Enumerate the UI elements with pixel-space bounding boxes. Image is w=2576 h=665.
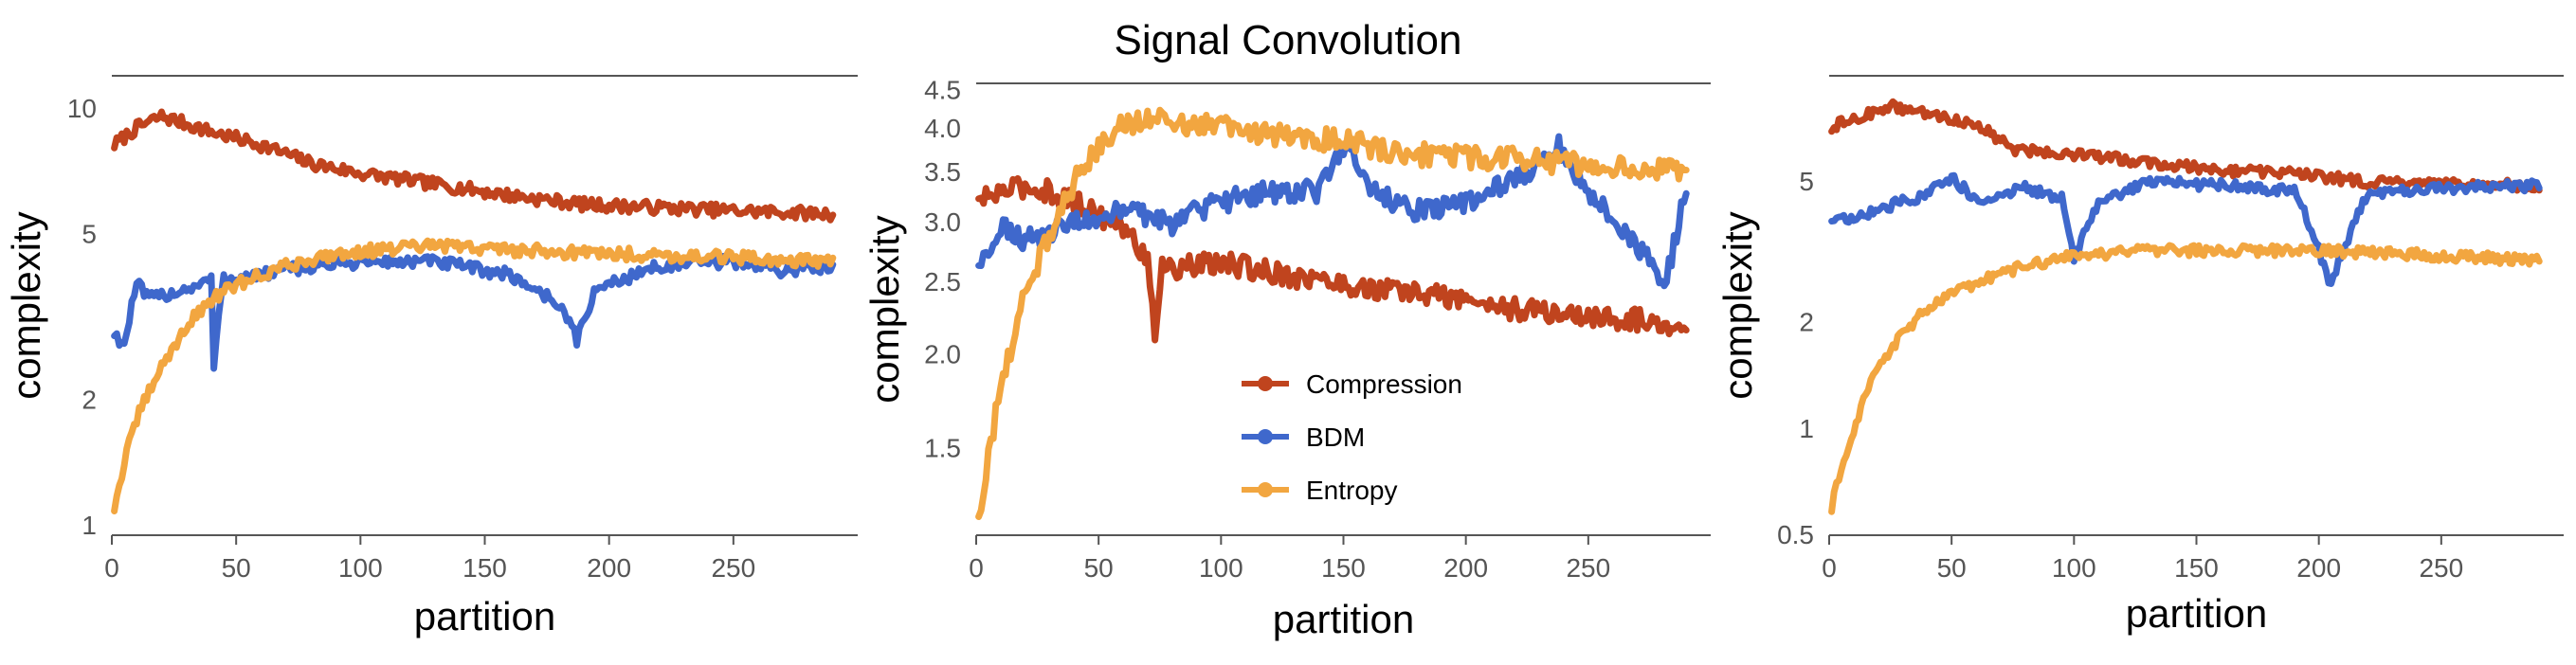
- x-tick-label: 250: [1566, 553, 1610, 583]
- series-line-entropy: [975, 106, 1690, 520]
- x-tick-label: 50: [1937, 553, 1967, 583]
- y-tick-label: 2: [82, 386, 97, 415]
- y-axis-label: complexity: [862, 215, 907, 403]
- series-line-bdm: [111, 252, 837, 372]
- legend-marker-compression: [1258, 376, 1273, 391]
- y-tick-label: 5: [82, 219, 97, 248]
- x-tick-label: 100: [1199, 553, 1243, 583]
- x-tick-label: 0: [1822, 553, 1837, 583]
- x-axis-label: partition: [2126, 591, 2267, 636]
- chart-title: Signal Convolution: [1114, 17, 1462, 63]
- series-line-bdm: [1828, 171, 2543, 287]
- x-tick-label: 200: [2296, 553, 2341, 583]
- y-axis-label: complexity: [1715, 211, 1760, 399]
- legend-label-entropy: Entropy: [1306, 476, 1398, 505]
- x-tick-label: 250: [711, 553, 755, 583]
- y-tick-label: 2: [1799, 308, 1814, 337]
- y-tick-label: 0.5: [1777, 520, 1814, 549]
- x-tick-label: 100: [338, 553, 383, 583]
- x-tick-label: 0: [104, 553, 119, 583]
- series-line-compression: [975, 174, 1690, 344]
- legend-label-compression: Compression: [1306, 369, 1462, 399]
- chart-panel-1: 0 50 100 150 200 250 1 2 5 10 partition complexity: [4, 75, 858, 638]
- chart-panel-2: 0 50 100 150 200 250 1.5 2.0 2.5 3.0 3.5 4.0 4.5 part…: [862, 76, 1711, 641]
- y-axis-label: complexity: [4, 211, 48, 399]
- x-tick-label: 150: [2174, 553, 2219, 583]
- x-axis-label: partition: [414, 594, 555, 638]
- x-tick-label: 100: [2052, 553, 2096, 583]
- legend-marker-bdm: [1258, 429, 1273, 444]
- y-tick-label: 4.5: [924, 76, 961, 105]
- x-tick-label: 0: [969, 553, 984, 583]
- x-tick-label: 200: [1443, 553, 1488, 583]
- legend-label-bdm: BDM: [1306, 422, 1365, 452]
- series-line-bdm: [975, 133, 1690, 290]
- x-tick-label: 50: [222, 553, 251, 583]
- y-tick-label: 3.5: [924, 157, 961, 187]
- y-tick-label: 5: [1799, 167, 1814, 196]
- y-tick-label: 2.5: [924, 267, 961, 297]
- x-tick-label: 50: [1084, 553, 1114, 583]
- series-line-entropy: [1828, 242, 2543, 515]
- x-tick-label: 150: [1321, 553, 1366, 583]
- x-tick-label: 150: [463, 553, 507, 583]
- y-tick-label: 1: [82, 511, 97, 540]
- chart-panel-3: 0 50 100 150 200 250 0.5 1 2 5 partition complexity: [1715, 75, 2564, 636]
- x-tick-label: 250: [2419, 553, 2463, 583]
- x-axis-label: partition: [1273, 597, 1414, 641]
- y-tick-label: 4.0: [924, 114, 961, 143]
- y-tick-label: 10: [67, 94, 97, 123]
- series-line-compression: [1828, 98, 2543, 194]
- y-tick-label: 3.0: [924, 207, 961, 237]
- series-line-entropy: [111, 237, 837, 514]
- x-tick-label: 200: [587, 553, 631, 583]
- y-tick-label: 2.0: [924, 340, 961, 369]
- series-line-compression: [111, 108, 837, 224]
- legend-marker-entropy: [1258, 482, 1273, 497]
- y-tick-label: 1: [1799, 414, 1814, 443]
- y-tick-label: 1.5: [924, 434, 961, 463]
